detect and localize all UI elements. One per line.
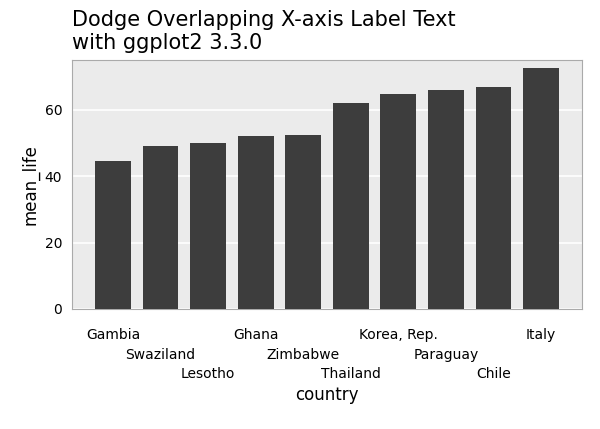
Text: Thailand: Thailand <box>321 367 381 381</box>
Text: Zimbabwe: Zimbabwe <box>266 348 340 362</box>
Text: Gambia: Gambia <box>86 328 140 342</box>
Text: Dodge Overlapping X-axis Label Text
with ggplot2 3.3.0: Dodge Overlapping X-axis Label Text with… <box>72 10 455 53</box>
Text: Chile: Chile <box>476 367 511 381</box>
Bar <box>190 143 226 309</box>
Text: Italy: Italy <box>526 328 556 342</box>
Bar <box>523 68 559 309</box>
Text: Paraguay: Paraguay <box>413 348 479 362</box>
Bar <box>476 87 511 309</box>
Bar <box>143 146 178 309</box>
Text: Lesotho: Lesotho <box>181 367 235 381</box>
Text: Korea, Rep.: Korea, Rep. <box>359 328 438 342</box>
Bar <box>380 94 416 309</box>
Bar <box>238 136 274 309</box>
X-axis label: country: country <box>295 386 359 404</box>
Text: Swaziland: Swaziland <box>125 348 196 362</box>
Bar <box>286 135 321 309</box>
Text: Ghana: Ghana <box>233 328 278 342</box>
Bar <box>95 161 131 309</box>
Y-axis label: mean_life: mean_life <box>21 144 39 225</box>
Bar <box>428 90 464 309</box>
Bar <box>333 103 368 309</box>
